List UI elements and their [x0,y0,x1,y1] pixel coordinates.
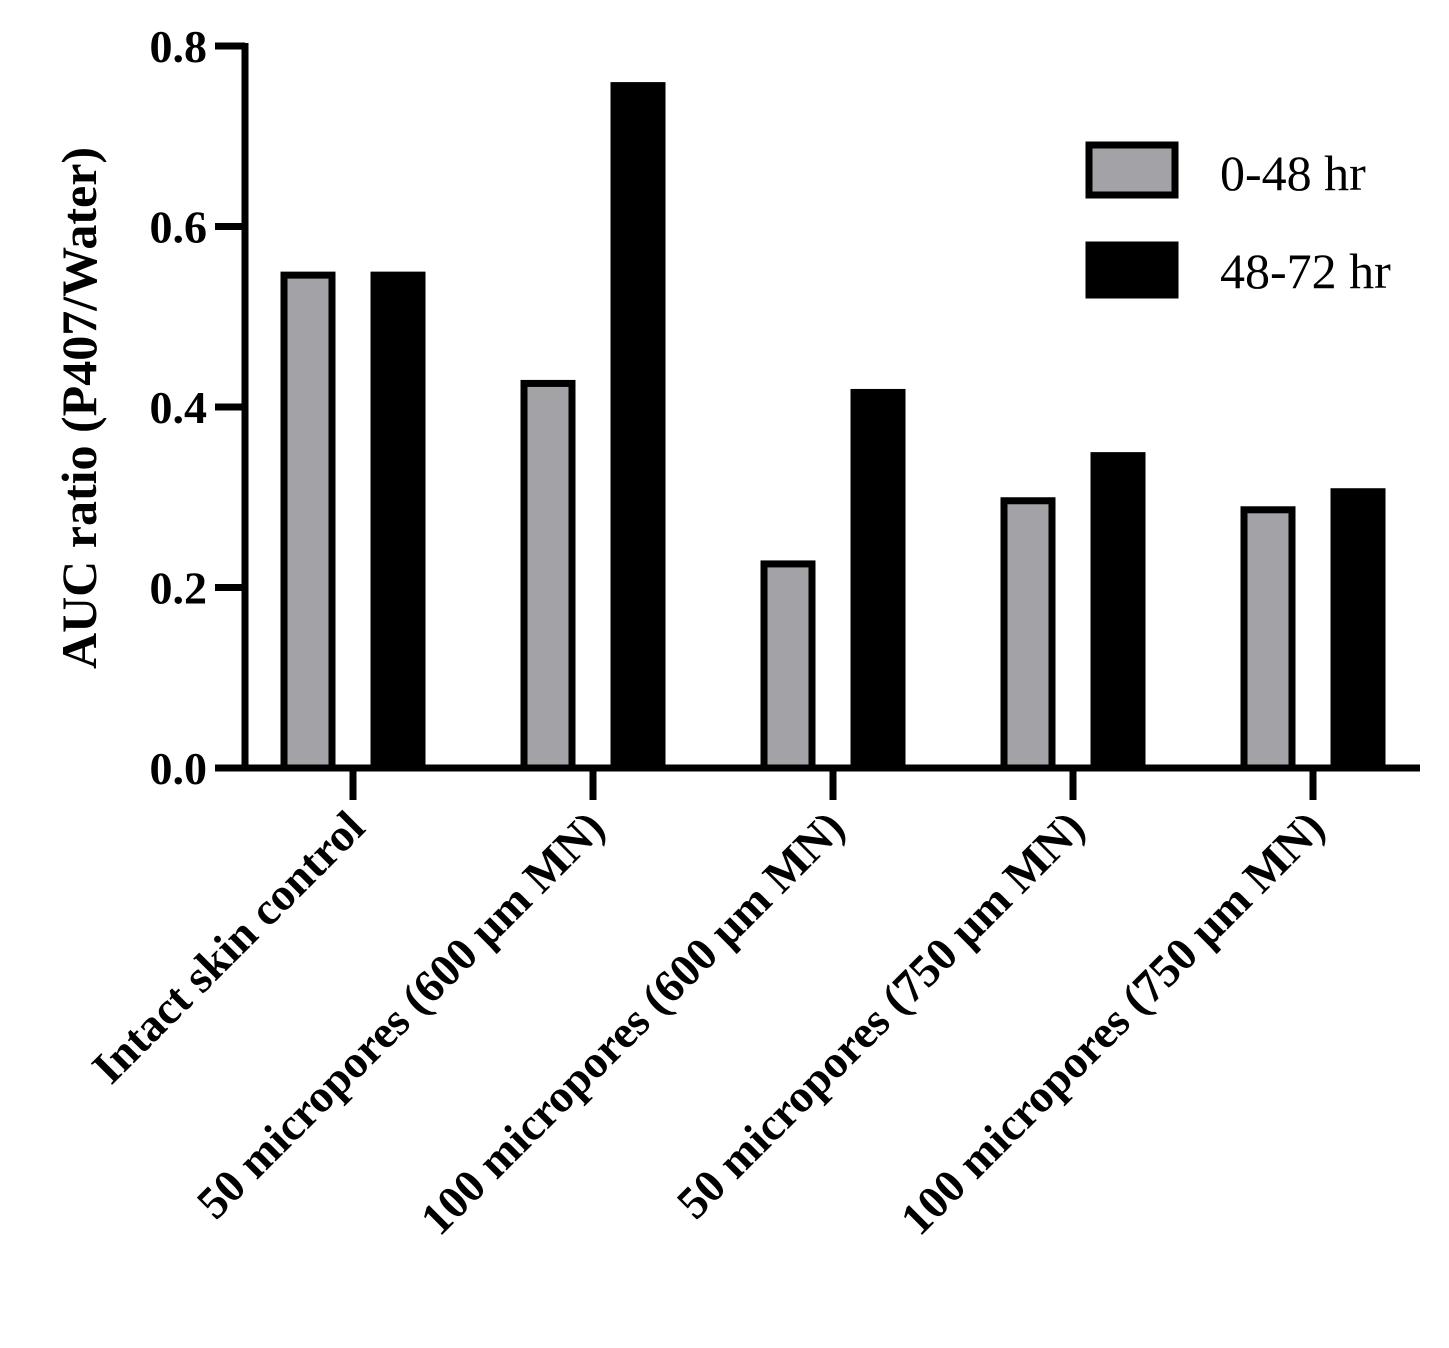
bar-48-72hr-0 [370,271,426,768]
x-tick-label-4: 100 micropores (750 μm MN) [891,801,1335,1245]
legend-swatch-series-0 [1085,141,1179,199]
bar-0-48hr-1 [520,379,576,772]
legend-label-series-0: 0-48 hr [1220,145,1366,201]
bar-48-72hr-1 [610,82,666,769]
bar-48-72hr-3 [1090,452,1146,768]
bar-0-48hr-4 [1240,506,1296,772]
y-tick-label-1: 0.2 [150,563,208,614]
bar-48-72hr-2 [850,388,906,768]
x-tick-label-3: 50 micropores (750 μm MN) [667,801,1094,1228]
y-tick-label-3: 0.6 [150,202,208,253]
bar-48-72hr-4 [1330,488,1386,768]
bar-0-48hr-0 [280,271,336,772]
legend: 0-48 hr 48-72 hr [1085,141,1391,299]
x-tick-label-1: 50 micropores (600 μm MN) [187,801,614,1228]
legend-swatch-series-1 [1085,241,1179,299]
bar-0-48hr-3 [1000,497,1056,772]
y-tick-label-0: 0.0 [150,743,208,794]
bar-0-48hr-2 [760,560,816,772]
y-axis-title: AUC ratio (P407/Water) [51,147,107,669]
y-tick-label-2: 0.4 [150,382,208,433]
y-tick-label-4: 0.8 [150,21,208,72]
x-tick-label-2: 100 micropores (600 μm MN) [411,801,855,1245]
legend-label-series-1: 48-72 hr [1220,243,1391,299]
